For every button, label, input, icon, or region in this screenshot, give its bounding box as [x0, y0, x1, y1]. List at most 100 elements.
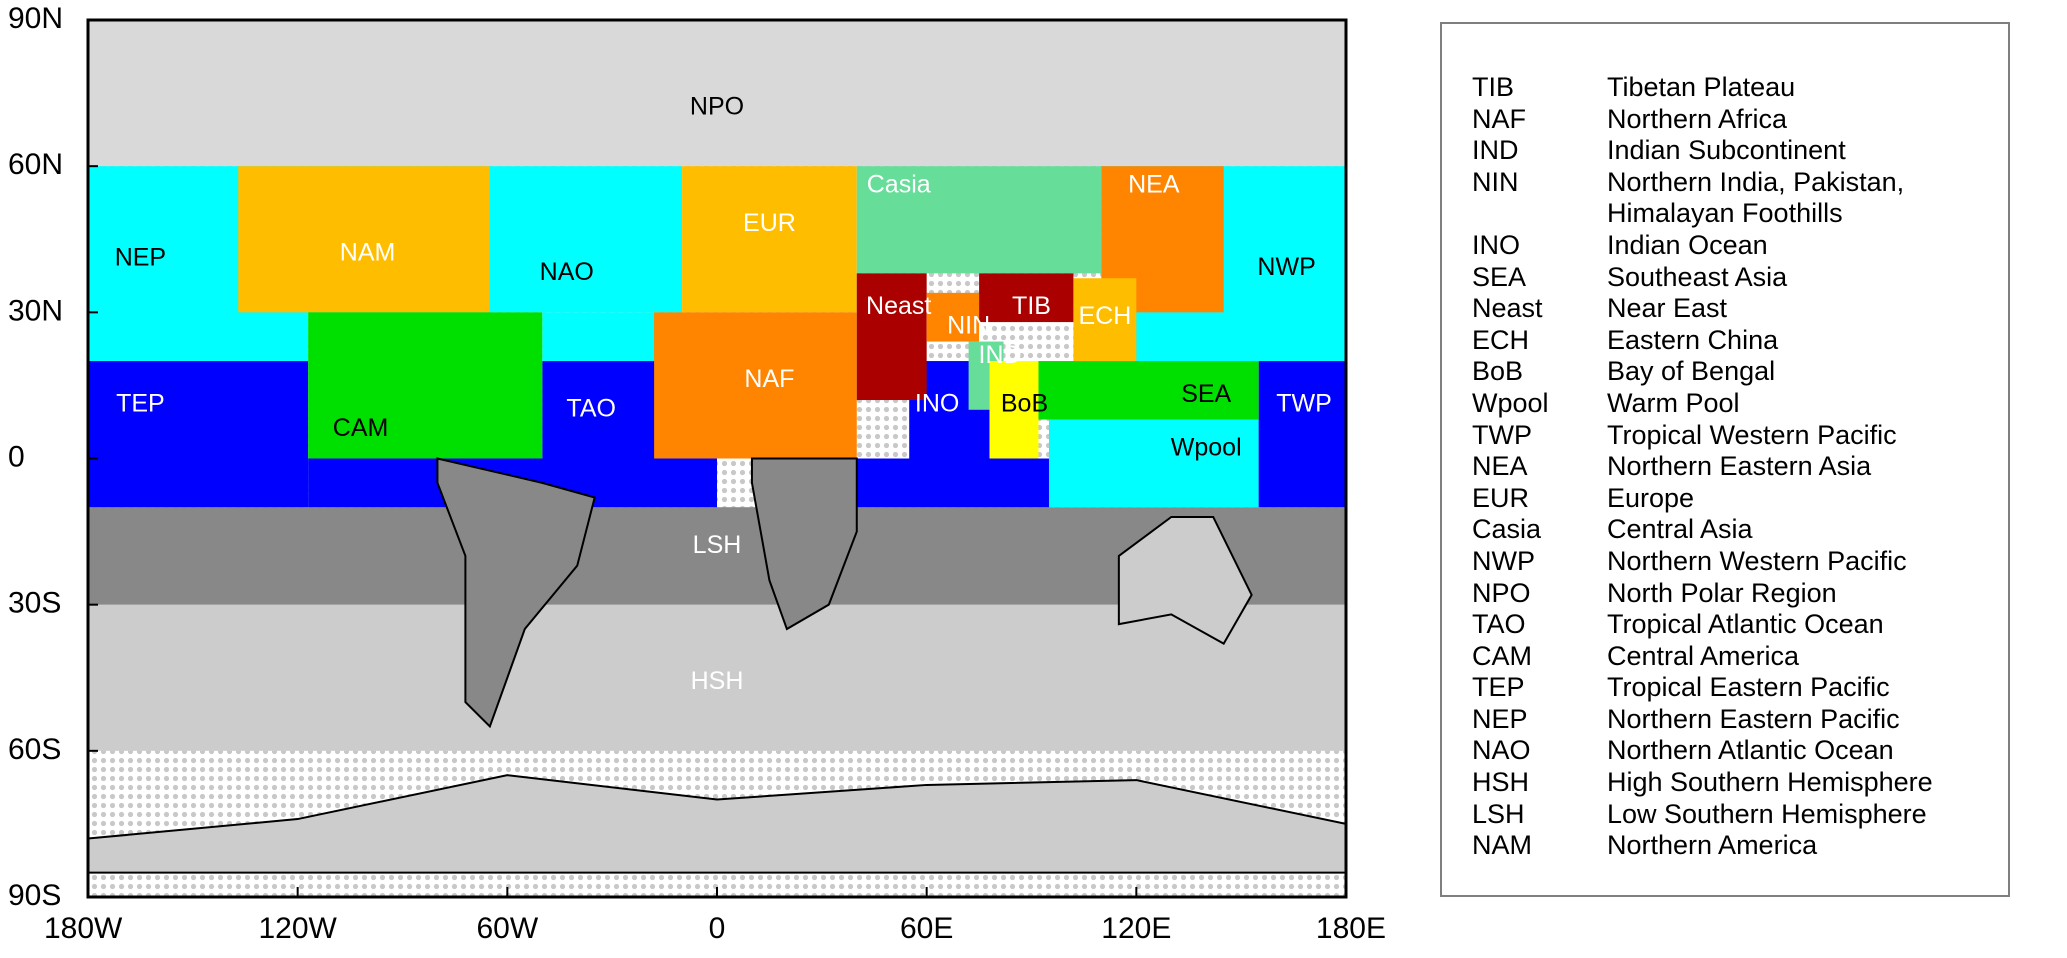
legend-name: Central Asia: [1607, 514, 1753, 545]
region-cam: [308, 312, 543, 459]
lon-tick-label: 0: [709, 912, 726, 945]
lat-tick-label: 30N: [8, 294, 63, 327]
legend-code: Casia: [1472, 514, 1542, 545]
region-label-naf: NAF: [744, 365, 794, 393]
region-label-hsh: HSH: [691, 667, 744, 695]
legend-row: Wpool Warm Pool: [1472, 388, 1997, 420]
region-ech: [1073, 278, 1137, 362]
legend-name: High Southern Hemisphere: [1607, 767, 1933, 798]
legend-row: NPO North Polar Region: [1472, 578, 1997, 610]
lon-tick-label: 60W: [476, 912, 538, 945]
legend-code: NIN: [1472, 166, 1519, 197]
legend-row: IND Indian Subcontinent: [1472, 135, 1997, 167]
legend-code: HSH: [1472, 767, 1530, 798]
region-label-tao: TAO: [566, 394, 616, 422]
legend-row: BoB Bay of Bengal: [1472, 356, 1997, 388]
legend-name: Southeast Asia: [1607, 261, 1788, 292]
legend-code: INO: [1472, 229, 1521, 260]
region-nin: [926, 292, 980, 342]
legend-name: Northern Eastern Asia: [1607, 451, 1872, 482]
legend-row: LSH Low Southern Hemisphere: [1472, 799, 1997, 831]
legend-name: Tropical Eastern Pacific: [1607, 672, 1890, 703]
lon-tick-label: 120W: [258, 912, 337, 945]
legend-code: [1472, 198, 1607, 230]
legend-name: Northern Africa: [1607, 103, 1788, 134]
legend-row: NAF Northern Africa: [1472, 104, 1997, 136]
region-label-cam: CAM: [333, 414, 389, 442]
legend-row: HSH High Southern Hemisphere: [1472, 767, 1997, 799]
region-legend: TIB Tibetan Plateau NAF Northern Africa IND I…: [1440, 22, 2010, 897]
legend-code: BoB: [1472, 356, 1524, 387]
legend-name: Europe: [1607, 482, 1695, 513]
legend-name: Northern Western Pacific: [1607, 545, 1907, 576]
legend-code: NAO: [1472, 735, 1531, 766]
legend-code: NWP: [1472, 545, 1535, 576]
regions-layer: [88, 20, 1346, 751]
region-label-neast: Neast: [866, 292, 931, 320]
legend-code: NEA: [1472, 451, 1528, 482]
region-label-nep: NEP: [115, 243, 166, 271]
legend-row: NAO Northern Atlantic Ocean: [1472, 735, 1997, 767]
lat-tick-label: 30S: [8, 587, 61, 620]
legend-name: North Polar Region: [1607, 577, 1837, 608]
legend-code: EUR: [1472, 482, 1530, 513]
region-label-twp: TWP: [1276, 390, 1332, 418]
legend-name: Northern America: [1607, 830, 1818, 861]
legend-name: Northern India, Pakistan,: [1607, 166, 1905, 197]
region-wpool: [1048, 419, 1259, 508]
region-label-ind: IND: [979, 341, 1022, 369]
legend-row: Himalayan Foothills: [1472, 198, 1997, 230]
region-sea: [1038, 361, 1259, 420]
legend-code: Neast: [1472, 293, 1543, 324]
region-label-tib: TIB: [1012, 292, 1051, 320]
legend-row: Neast Near East: [1472, 293, 1997, 325]
legend-name: Bay of Bengal: [1607, 356, 1776, 387]
region-twp: [1258, 361, 1346, 508]
lat-tick-label: 60S: [8, 733, 61, 766]
latitude-axis: 90N 60N 30N 0 30S 60S 90S: [8, 2, 98, 912]
region-tep: [88, 361, 309, 508]
legend-name: Eastern China: [1607, 324, 1779, 355]
region-label-eur: EUR: [743, 209, 796, 237]
map-plot-area: NPO HSH LSH NEP NAO NWP Wpool TEP TAO TWP INO NAM CA…: [88, 20, 1346, 897]
legend-code: NAF: [1472, 103, 1526, 134]
legend-row: ECH Eastern China: [1472, 325, 1997, 357]
legend-name: Central America: [1607, 640, 1800, 671]
legend-row: TIB Tibetan Plateau: [1472, 72, 1997, 104]
legend-row: NAM Northern America: [1472, 830, 1997, 862]
legend-name: Northern Atlantic Ocean: [1607, 735, 1894, 766]
legend-code: ECH: [1472, 324, 1530, 355]
region-label-lsh: LSH: [693, 531, 742, 559]
legend-name: Himalayan Foothills: [1607, 198, 1843, 229]
legend-code: IND: [1472, 135, 1519, 166]
legend-code: TWP: [1472, 419, 1532, 450]
legend-row: NWP Northern Western Pacific: [1472, 546, 1997, 578]
legend-name: Warm Pool: [1607, 387, 1740, 418]
legend-name: Near East: [1607, 293, 1728, 324]
land-hints-layer: [88, 457, 1346, 874]
longitude-axis: 180W 120W 60W 0 60E 120E 180E: [44, 887, 1386, 945]
region-eur: [682, 166, 857, 313]
legend-row: NIN Northern India, Pakistan,: [1472, 167, 1997, 199]
region-label-nao: NAO: [540, 258, 594, 286]
southern-africa-landmass: [750, 457, 858, 631]
antarctica-landmass: [88, 774, 1346, 874]
region-labels-layer: NPO HSH LSH NEP NAO NWP Wpool TEP TAO TWP INO NAM CA…: [115, 92, 1332, 695]
lon-tick-label: 60E: [900, 912, 953, 945]
lon-tick-label: 180W: [44, 912, 123, 945]
legend-code: SEA: [1472, 261, 1527, 292]
region-label-nam: NAM: [340, 238, 396, 266]
region-label-tep: TEP: [116, 390, 165, 418]
legend-row: SEA Southeast Asia: [1472, 262, 1997, 294]
legend-code: TIB: [1472, 72, 1515, 102]
region-naf: [654, 312, 857, 459]
region-casia: [856, 166, 1102, 274]
legend-code: CAM: [1472, 640, 1532, 671]
legend-name: Indian Ocean: [1607, 229, 1768, 260]
legend-code: LSH: [1472, 798, 1525, 829]
legend-name: Tropical Western Pacific: [1607, 419, 1897, 450]
legend-code: NEP: [1472, 703, 1528, 734]
region-neast: [856, 273, 927, 401]
region-tib: [979, 273, 1074, 323]
lon-tick-label: 180E: [1316, 912, 1386, 945]
